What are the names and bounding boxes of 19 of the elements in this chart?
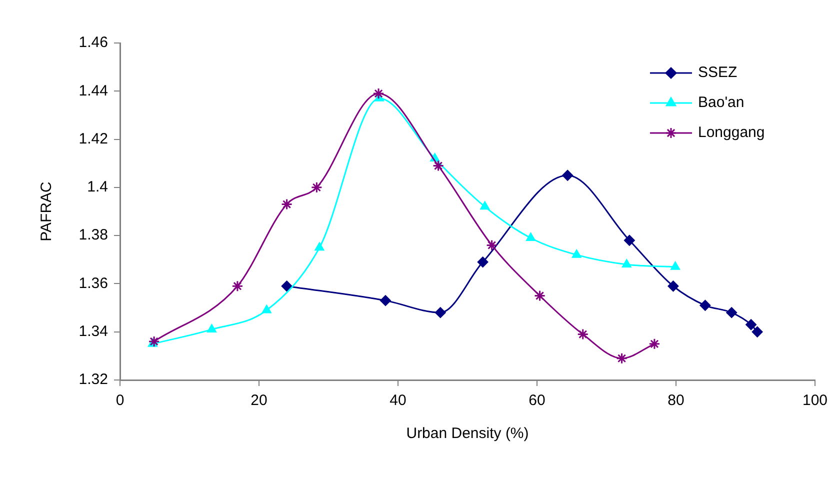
x-tick-label: 80 bbox=[668, 392, 684, 410]
y-tick-label: 1.46 bbox=[78, 34, 108, 52]
y-tick-label: 1.34 bbox=[78, 323, 108, 340]
y-axis-title: PAFRAC bbox=[38, 181, 56, 242]
y-tick-label: 1.38 bbox=[78, 226, 108, 244]
legend-label: Bao'an bbox=[698, 94, 744, 112]
y-tick-label: 1.4 bbox=[87, 178, 108, 196]
y-tick-label: 1.32 bbox=[78, 371, 108, 388]
x-tick-label: 40 bbox=[390, 392, 406, 410]
x-tick-label: 20 bbox=[250, 392, 268, 410]
x-tick-label: 100 bbox=[802, 392, 828, 410]
y-tick-label: 1.44 bbox=[78, 82, 108, 100]
y-tick-label: 1.42 bbox=[78, 130, 108, 148]
y-tick-label: 1.36 bbox=[78, 274, 108, 292]
x-tick-label: 60 bbox=[528, 392, 546, 410]
x-tick-label: 0 bbox=[116, 392, 124, 410]
legend-label: SSEZ bbox=[698, 64, 738, 82]
legend-label: Longgang bbox=[698, 124, 765, 142]
x-axis-title: Urban Density (%) bbox=[406, 425, 529, 442]
